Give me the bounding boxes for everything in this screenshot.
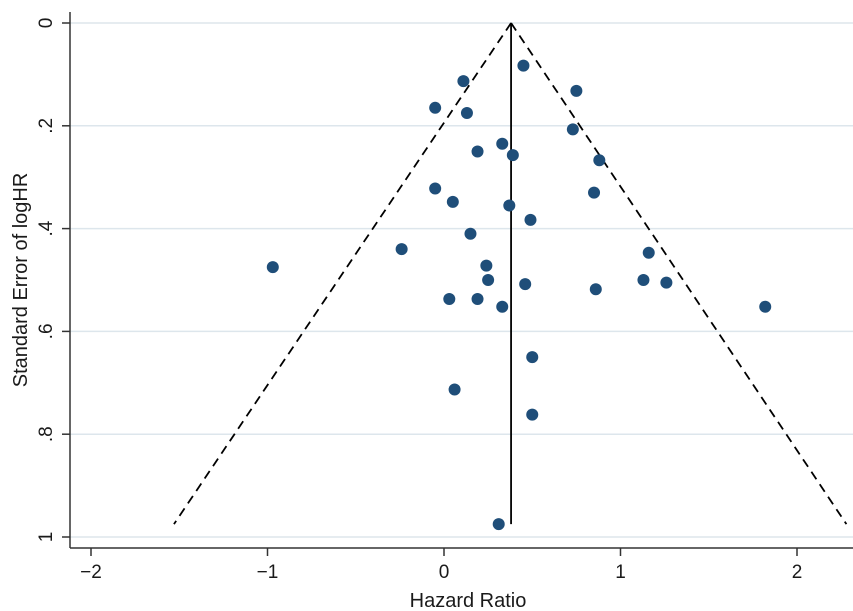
data-point [464,227,477,240]
x-axis-title: Hazard Ratio [410,590,527,611]
data-point [566,123,579,136]
y-tick-label: .2 [36,118,57,134]
axes: 0 .2 .4 .6 .8 1 −2 −1 0 1 2 [36,12,853,583]
data-point [506,149,519,162]
data-point [503,199,516,212]
grid-lines [70,22,853,538]
x-tick-label: −1 [257,562,279,583]
data-point [660,276,673,289]
data-point [266,261,279,274]
data-point [570,84,583,97]
data-point [642,246,655,259]
data-point [471,293,484,306]
data-point [448,383,461,396]
data-point [482,274,495,286]
data-point [526,408,539,421]
data-point [492,518,505,531]
data-point [526,351,539,364]
y-tick-label: .6 [36,323,57,339]
x-tick-label: 1 [615,562,626,583]
data-point [637,274,650,286]
data-point [496,300,509,313]
funnel-lines [173,22,848,525]
funnel-right-bound [510,22,848,525]
data-point [457,75,470,88]
data-point [589,283,602,296]
data-point [524,213,537,226]
data-point [496,137,509,150]
data-point [429,182,442,195]
data-point [519,278,532,291]
x-tick-label: −2 [80,562,102,583]
data-point [460,106,473,119]
data-points [266,59,772,531]
data-point [471,145,484,158]
data-point [517,59,530,72]
funnel-left-bound [173,22,512,525]
y-tick-label: 0 [36,18,57,29]
x-tick-label: 0 [439,562,450,583]
y-tick-label: 1 [36,532,57,543]
data-point [446,195,459,208]
data-point [759,300,772,313]
y-tick-label: .8 [36,426,57,442]
data-point [593,154,606,167]
data-point [395,243,408,256]
data-point [443,293,456,306]
y-tick-label: .4 [36,220,57,236]
y-axis-title: Standard Error of logHR [10,173,32,388]
x-tick-label: 2 [792,562,803,583]
data-point [480,259,493,272]
data-point [429,101,442,114]
data-point [588,186,601,199]
